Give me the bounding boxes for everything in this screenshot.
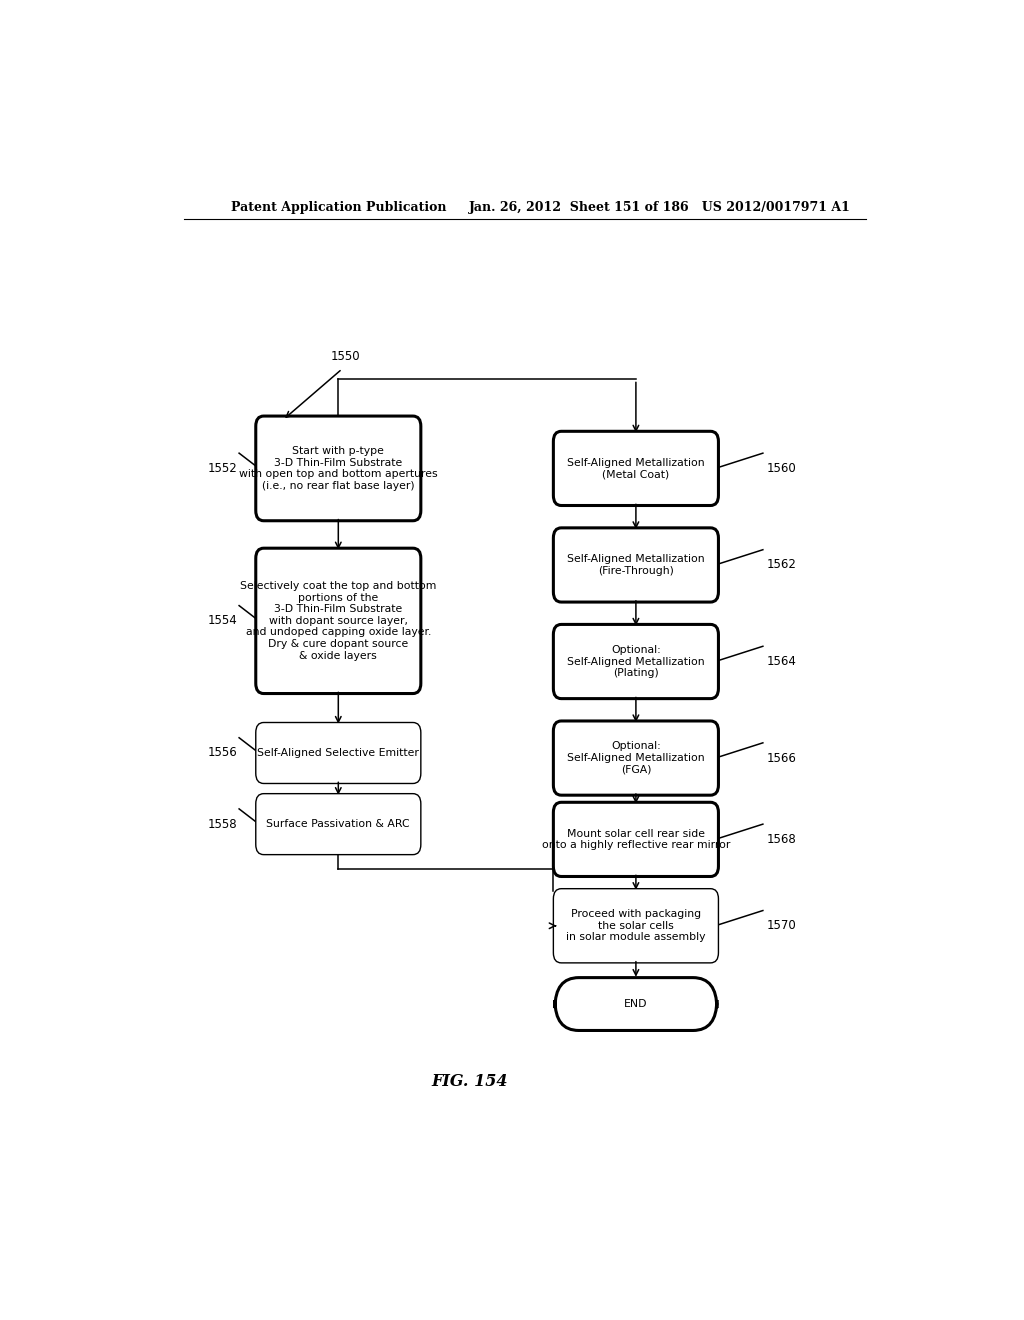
Text: 1550: 1550 <box>331 350 360 363</box>
Text: Optional:
Self-Aligned Metallization
(FGA): Optional: Self-Aligned Metallization (FG… <box>567 742 705 775</box>
FancyBboxPatch shape <box>256 793 421 854</box>
Text: 1552: 1552 <box>207 462 238 475</box>
FancyBboxPatch shape <box>553 624 719 698</box>
Text: Self-Aligned Selective Emitter: Self-Aligned Selective Emitter <box>257 748 419 758</box>
FancyBboxPatch shape <box>553 432 719 506</box>
FancyBboxPatch shape <box>553 888 719 962</box>
Text: Mount solar cell rear side
onto a highly reflective rear mirror: Mount solar cell rear side onto a highly… <box>542 829 730 850</box>
Text: 1556: 1556 <box>207 747 238 759</box>
Text: Optional:
Self-Aligned Metallization
(Plating): Optional: Self-Aligned Metallization (Pl… <box>567 645 705 678</box>
Text: 1560: 1560 <box>767 462 797 475</box>
Text: Start with p-type
3-D Thin-Film Substrate
with open top and bottom apertures
(i.: Start with p-type 3-D Thin-Film Substrat… <box>239 446 437 491</box>
Text: 1570: 1570 <box>767 919 797 932</box>
FancyBboxPatch shape <box>555 978 717 1031</box>
Text: 1554: 1554 <box>207 614 238 627</box>
FancyBboxPatch shape <box>256 416 421 521</box>
FancyBboxPatch shape <box>256 548 421 693</box>
FancyBboxPatch shape <box>553 803 719 876</box>
Text: Selectively coat the top and bottom
portions of the
3-D Thin-Film Substrate
with: Selectively coat the top and bottom port… <box>240 581 436 661</box>
Text: Surface Passivation & ARC: Surface Passivation & ARC <box>266 820 411 829</box>
Text: Self-Aligned Metallization
(Fire-Through): Self-Aligned Metallization (Fire-Through… <box>567 554 705 576</box>
Text: 1568: 1568 <box>767 833 797 846</box>
Text: 1564: 1564 <box>767 655 797 668</box>
Text: 1558: 1558 <box>207 817 237 830</box>
Text: Patent Application Publication: Patent Application Publication <box>231 201 446 214</box>
FancyBboxPatch shape <box>256 722 421 784</box>
Text: Jan. 26, 2012  Sheet 151 of 186   US 2012/0017971 A1: Jan. 26, 2012 Sheet 151 of 186 US 2012/0… <box>469 201 851 214</box>
Text: END: END <box>625 999 647 1008</box>
FancyBboxPatch shape <box>553 528 719 602</box>
Text: FIG. 154: FIG. 154 <box>431 1073 508 1090</box>
Text: 1562: 1562 <box>767 558 797 572</box>
Text: Proceed with packaging
the solar cells
in solar module assembly: Proceed with packaging the solar cells i… <box>566 909 706 942</box>
Text: Self-Aligned Metallization
(Metal Coat): Self-Aligned Metallization (Metal Coat) <box>567 458 705 479</box>
Text: 1566: 1566 <box>767 751 797 764</box>
FancyBboxPatch shape <box>553 721 719 795</box>
